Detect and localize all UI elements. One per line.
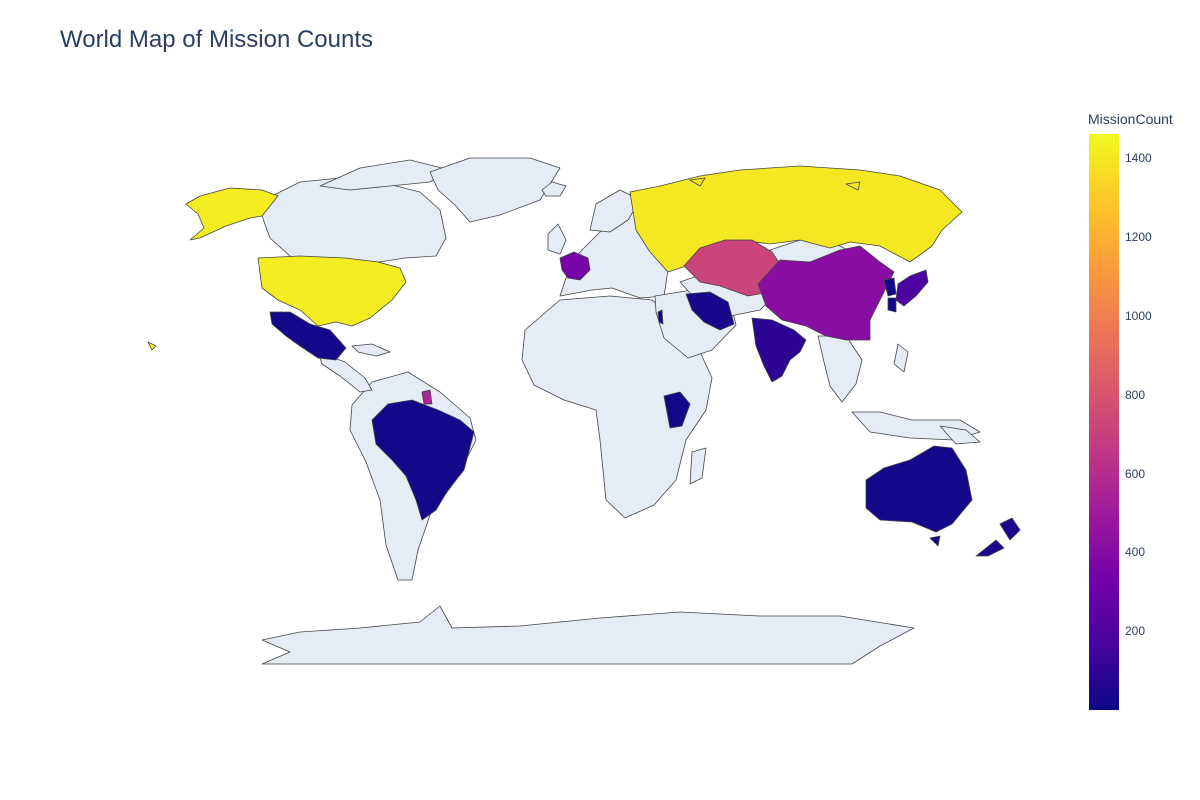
antarctica-shape (261, 605, 915, 665)
country-iran[interactable] (685, 291, 735, 331)
png-shape (939, 425, 981, 445)
colorbar-tick: 1200 (1125, 229, 1152, 244)
country-australia[interactable] (865, 445, 973, 547)
colorbar-tick: 400 (1125, 545, 1146, 560)
colorbar-title: MissionCount (1088, 111, 1173, 127)
country-brazil[interactable] (371, 399, 475, 521)
colorbar-tick: 1400 (1125, 150, 1152, 165)
country-french-guiana[interactable] (421, 389, 433, 405)
canada-arctic-islands (319, 159, 451, 191)
madagascar-shape (689, 447, 707, 485)
country-france[interactable] (559, 251, 591, 281)
africa-shape (521, 295, 713, 519)
philippines-shape (893, 343, 909, 373)
country-north-korea[interactable] (883, 277, 897, 297)
caribbean-islands (351, 343, 391, 357)
colorbar-tick: 200 (1125, 624, 1146, 639)
map-title: World Map of Mission Counts (60, 26, 374, 53)
country-china[interactable] (757, 245, 895, 341)
colorbar[interactable] (1089, 134, 1119, 710)
country-india[interactable] (751, 317, 807, 383)
colorbar-tick: 800 (1125, 387, 1146, 402)
iceland-shape (541, 181, 567, 197)
southeast-asia-shape (817, 335, 863, 403)
country-united-states[interactable] (147, 187, 407, 351)
country-kenya[interactable] (663, 391, 691, 429)
country-mexico[interactable] (269, 311, 347, 361)
choropleth-layer (147, 165, 1021, 557)
country-israel[interactable] (657, 309, 664, 325)
central-america-shape (317, 351, 373, 393)
country-new-zealand[interactable] (975, 517, 1021, 557)
colorbar-tick: 1000 (1125, 308, 1152, 323)
country-japan[interactable] (895, 269, 929, 307)
colorbar-tick: 600 (1125, 466, 1146, 481)
greenland-shape (429, 157, 561, 223)
british-isles-shape (547, 223, 567, 255)
country-south-korea[interactable] (887, 297, 897, 313)
